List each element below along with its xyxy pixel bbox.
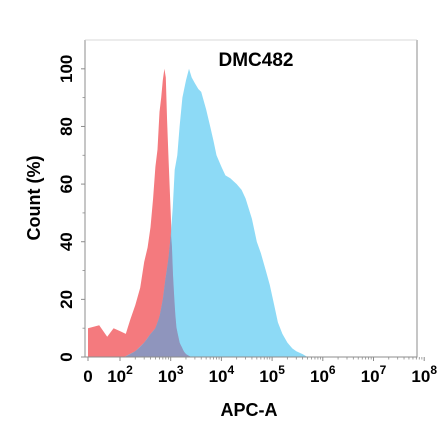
series-overlap-area bbox=[124, 234, 191, 357]
plot-frame bbox=[84, 40, 418, 358]
y-tick-label: 0 bbox=[57, 352, 76, 361]
y-axis-label: Count (%) bbox=[24, 156, 44, 241]
x-tick-label: 104 bbox=[209, 363, 235, 386]
x-tick-label: 105 bbox=[259, 363, 285, 386]
y-tick-label: 40 bbox=[57, 232, 76, 251]
y-tick-label: 60 bbox=[57, 175, 76, 194]
x-tick-label: 106 bbox=[310, 363, 336, 386]
y-axis: 0 20 40 60 80 100 bbox=[57, 55, 85, 362]
x-tick-label: 102 bbox=[107, 363, 133, 386]
x-tick-label: 0 bbox=[83, 367, 92, 386]
y-tick-label: 80 bbox=[57, 117, 76, 136]
y-tick-label: 100 bbox=[57, 55, 76, 83]
x-tick-label: 107 bbox=[361, 363, 387, 386]
x-tick-label: 103 bbox=[158, 363, 184, 386]
x-tick-label: 108 bbox=[411, 363, 437, 386]
x-axis: 0 102 103 104 105 106 107 108 bbox=[83, 357, 437, 386]
x-axis-label: APC-A bbox=[221, 400, 278, 420]
series-layer bbox=[88, 68, 308, 358]
y-tick-label: 20 bbox=[57, 290, 76, 309]
chart-title: DMC482 bbox=[219, 50, 294, 71]
